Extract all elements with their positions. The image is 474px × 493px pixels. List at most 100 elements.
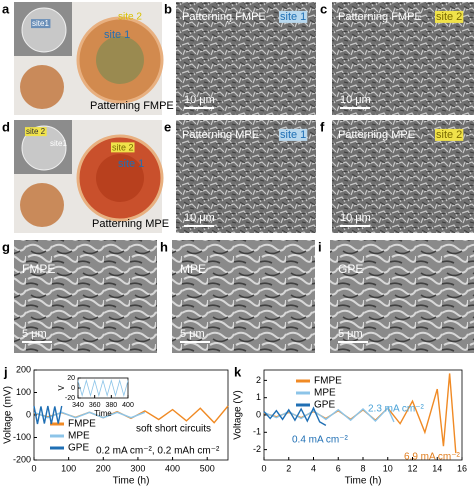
x-tick-label: 8 <box>360 463 365 473</box>
x-tick-label: 300 <box>130 463 145 473</box>
label-bg <box>279 128 308 141</box>
label-bg <box>111 142 135 153</box>
panel-text: MPE <box>180 262 206 276</box>
series-line <box>263 406 327 426</box>
y-tick-label: -200 <box>13 454 31 464</box>
panel-text: FMPE <box>22 262 55 276</box>
sem-image <box>172 240 315 353</box>
panel-letter: i <box>318 239 322 254</box>
y-tick-label: 0 <box>256 409 261 419</box>
legend-label: MPE <box>68 431 90 442</box>
panel-text: site 2 <box>112 142 134 152</box>
panel-text: site 1 <box>280 11 306 23</box>
annotation: soft short circuits <box>136 424 211 435</box>
panel-letter: c <box>320 1 327 16</box>
y-axis-label: Voltage (mV) <box>3 386 14 444</box>
y-tick-label: 0 <box>71 385 75 392</box>
panel-text: 5 μm <box>180 328 205 340</box>
x-tick-label: 2 <box>286 463 291 473</box>
x-tick-label: 0 <box>31 463 36 473</box>
y-tick-label: 1 <box>256 392 261 402</box>
plot-frame <box>33 369 229 461</box>
panel-letter: f <box>320 119 325 134</box>
legend-label: GPE <box>314 400 335 411</box>
y-tick-label: -20 <box>65 395 75 402</box>
small-electrode <box>20 183 64 227</box>
panel-text: Patterning MPE <box>338 129 415 141</box>
y-tick-label: -100 <box>13 432 31 442</box>
x-tick-label: 340 <box>72 402 84 409</box>
electrode-core <box>96 154 144 202</box>
panel-letter: g <box>2 239 10 254</box>
x-tick-label: 400 <box>122 402 134 409</box>
y-tick-label: 200 <box>16 364 31 374</box>
x-tick-label: 14 <box>432 463 442 473</box>
panel-text: site 1 <box>104 29 130 41</box>
panel-text: GPE <box>338 262 363 276</box>
x-tick-label: 6 <box>336 463 341 473</box>
panel-letter: j <box>3 364 8 379</box>
x-tick-label: 10 <box>383 463 393 473</box>
panel-letter: h <box>160 239 168 254</box>
panel-text: site 2 <box>26 127 46 136</box>
y-tick-label: 100 <box>16 387 31 397</box>
x-tick-label: 4 <box>311 463 316 473</box>
y-tick-label: -2 <box>253 444 261 454</box>
y-axis-label: V <box>57 385 66 391</box>
panel-text: site1 <box>32 19 49 28</box>
panel-text: site 2 <box>436 129 462 141</box>
x-tick-label: 12 <box>407 463 417 473</box>
x-tick-label: 500 <box>200 463 215 473</box>
annotation: 0.4 mA cm⁻² <box>292 435 349 446</box>
label-bg <box>435 10 464 23</box>
panel-text: 10 μm <box>340 212 371 224</box>
panel-text: site 1 <box>118 158 144 170</box>
annotation: 2.3 mA cm⁻² <box>368 404 425 415</box>
panel-letter: b <box>164 1 172 16</box>
y-tick-label: 20 <box>67 375 75 382</box>
panel-text: Patterning MPE <box>92 218 169 230</box>
label-bg <box>279 10 308 23</box>
series-line <box>33 405 63 425</box>
panel-text: Patterning MPE <box>182 129 259 141</box>
y-tick-label: 0 <box>26 409 31 419</box>
panel-text: 5 μm <box>22 328 47 340</box>
y-tick-label: 2 <box>256 375 261 385</box>
panel-text: Patterning FMPE <box>90 100 174 112</box>
x-tick-label: 16 <box>457 463 467 473</box>
x-tick-label: 200 <box>96 463 111 473</box>
y-axis-label: Voltage (V) <box>233 390 244 439</box>
panel-text: Patterning FMPE <box>338 11 422 23</box>
panel-text: Patterning FMPE <box>182 11 266 23</box>
legend-label: MPE <box>314 388 336 399</box>
panel-text: 10 μm <box>184 212 215 224</box>
sem-image <box>14 240 157 353</box>
x-tick-label: 0 <box>261 463 266 473</box>
panel-text: site1 <box>50 139 67 148</box>
dish <box>21 125 67 171</box>
panel-text: site 2 <box>118 12 142 23</box>
legend-label: FMPE <box>68 419 96 430</box>
panel-text: site 2 <box>436 11 462 23</box>
electrode-core <box>96 36 144 84</box>
dish <box>21 7 67 53</box>
panel-text: site 1 <box>280 129 306 141</box>
label-bg <box>31 19 51 29</box>
x-axis-label: Time (h) <box>345 475 382 486</box>
x-tick-label: 360 <box>89 402 101 409</box>
panel-text: 10 μm <box>184 94 215 106</box>
annotation: 6.9 mA cm⁻² <box>404 452 461 463</box>
x-axis-label: Time <box>94 409 112 418</box>
panel-letter: a <box>2 1 10 16</box>
x-tick-label: 400 <box>165 463 180 473</box>
label-bg <box>25 127 47 137</box>
sem-image <box>330 240 474 353</box>
panel-letter: d <box>2 119 10 134</box>
panel-text: 10 μm <box>340 94 371 106</box>
panel-letter: k <box>234 364 242 379</box>
series-line <box>77 379 129 397</box>
x-tick-label: 100 <box>61 463 76 473</box>
annotation: 0.2 mA cm⁻², 0.2 mAh cm⁻² <box>96 446 220 457</box>
